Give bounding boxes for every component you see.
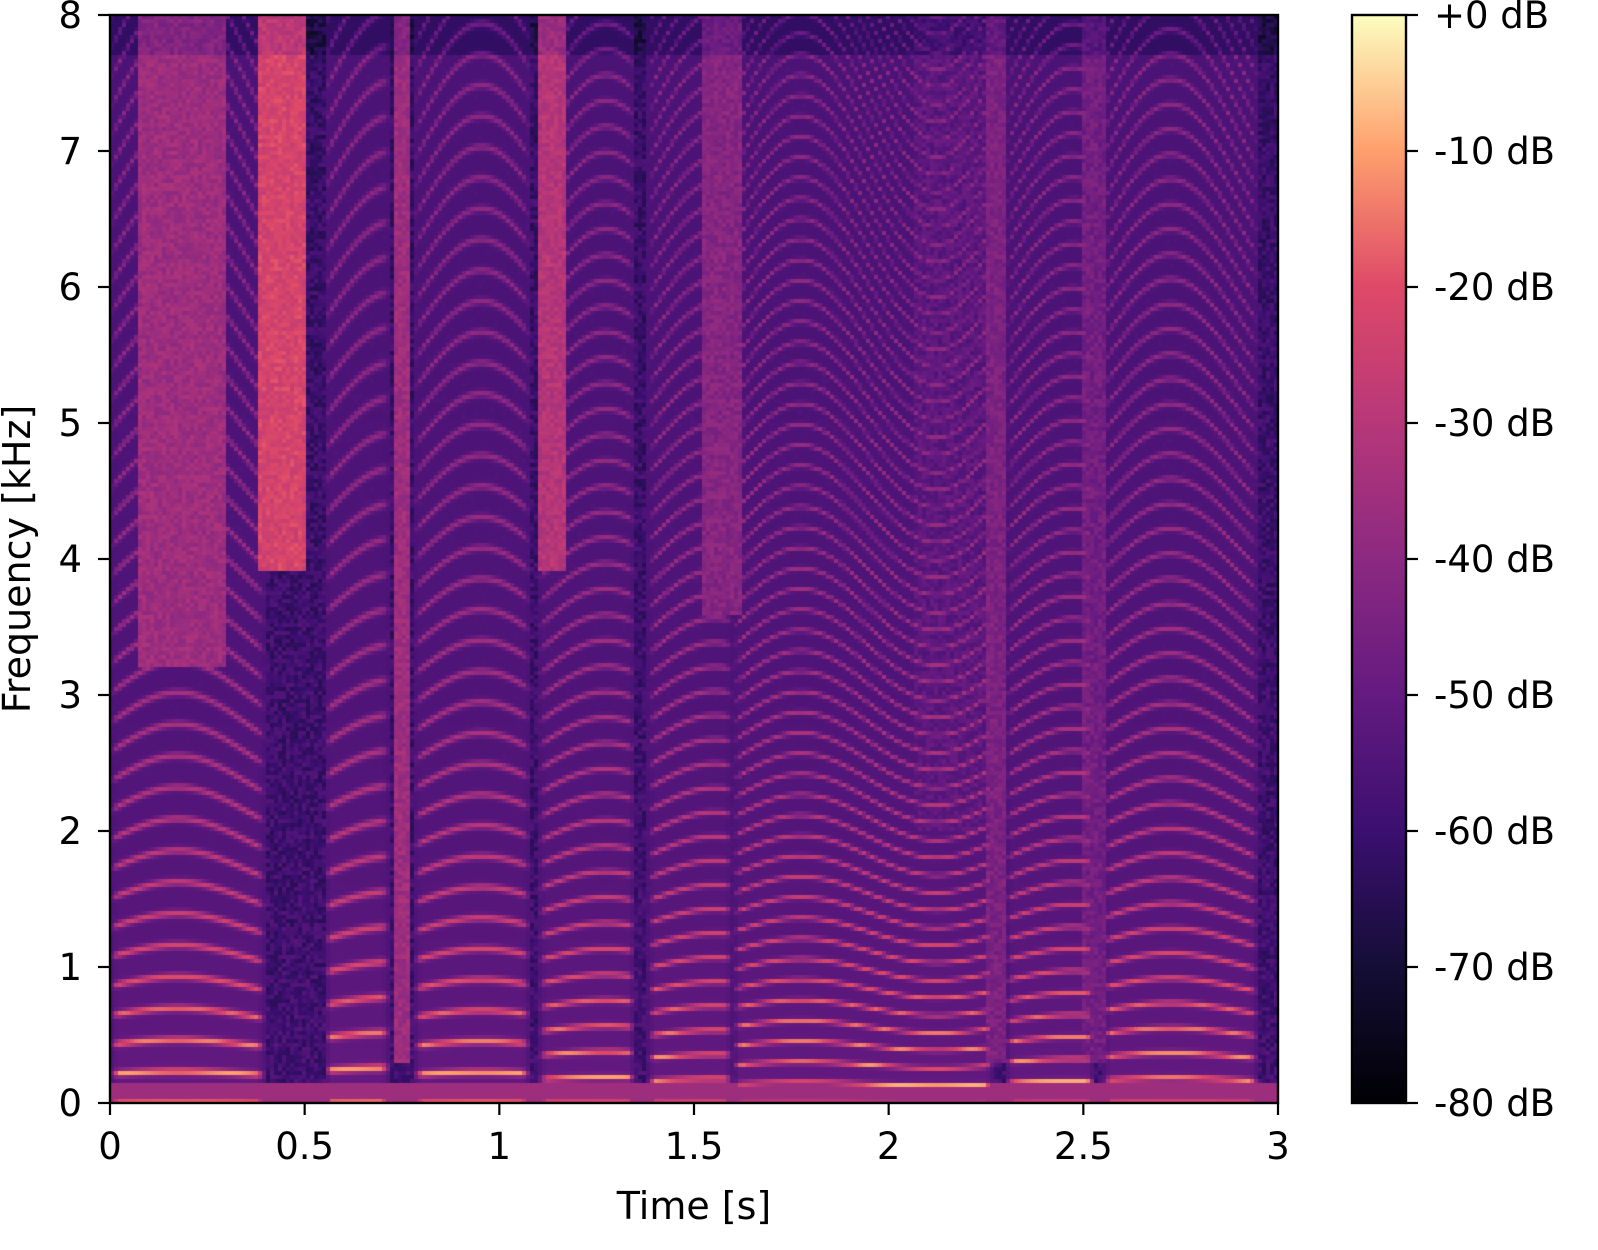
x-tick-label: 0	[98, 1125, 122, 1168]
x-tick-label: 0.5	[275, 1125, 334, 1168]
colorbar-tick-label: +0 dB	[1434, 0, 1549, 37]
colorbar-ticks: +0 dB -10 dB -20 dB -30 dB -40 dB -50 dB -60 d…	[1406, 0, 1555, 1125]
colorbar-tick-label: -80 dB	[1434, 1082, 1555, 1125]
colorbar	[1350, 13, 1408, 1105]
colorbar-tick-label: -20 dB	[1434, 266, 1555, 309]
x-tick-label: 1.5	[665, 1125, 724, 1168]
colorbar-tick-label: -60 dB	[1434, 810, 1555, 853]
colorbar-tick-label: -50 dB	[1434, 674, 1555, 717]
colorbar-tick-label: -40 dB	[1434, 538, 1555, 581]
y-axis-ticks: 0 1 2 3 4 5 6 7 8	[58, 0, 110, 1125]
colorbar-tick-label: -10 dB	[1434, 130, 1555, 173]
colorbar-tick-label: -70 dB	[1434, 946, 1555, 989]
x-tick-label: 1	[488, 1125, 512, 1168]
y-tick-label: 4	[58, 538, 82, 581]
y-tick-label: 1	[58, 946, 82, 989]
y-tick-label: 2	[58, 810, 82, 853]
colorbar-tick-label: -30 dB	[1434, 402, 1555, 445]
y-tick-label: 8	[58, 0, 82, 37]
y-tick-label: 3	[58, 674, 82, 717]
x-tick-label: 2	[877, 1125, 901, 1168]
y-tick-label: 5	[58, 402, 82, 445]
y-tick-label: 0	[58, 1082, 82, 1125]
y-axis-label: Frequency [kHz]	[0, 405, 39, 714]
x-tick-label: 2.5	[1054, 1125, 1113, 1168]
y-tick-label: 6	[58, 266, 82, 309]
x-axis-ticks: 0 0.5 1 1.5 2 2.5 3	[98, 1103, 1290, 1168]
x-axis-label: Time [s]	[616, 1184, 772, 1228]
x-tick-label: 3	[1266, 1125, 1290, 1168]
y-tick-label: 7	[58, 130, 82, 173]
spectrogram-heatmap	[110, 15, 1278, 1103]
